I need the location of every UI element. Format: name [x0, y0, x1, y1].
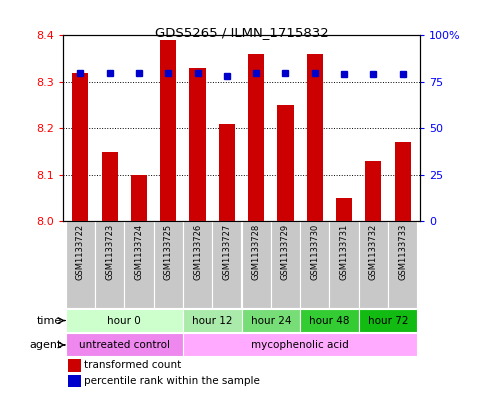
Bar: [68, 359, 81, 371]
Bar: [183, 334, 417, 356]
Bar: [183, 309, 242, 332]
Bar: [66, 309, 183, 332]
Text: GSM1133727: GSM1133727: [222, 224, 231, 280]
Text: GDS5265 / ILMN_1715832: GDS5265 / ILMN_1715832: [155, 26, 328, 39]
Text: GSM1133722: GSM1133722: [76, 224, 85, 280]
Bar: [277, 105, 294, 221]
Bar: [271, 221, 300, 309]
Text: transformed count: transformed count: [84, 360, 182, 371]
Text: mycophenolic acid: mycophenolic acid: [251, 340, 349, 350]
Bar: [307, 54, 323, 221]
Bar: [359, 309, 417, 332]
Text: GSM1133723: GSM1133723: [105, 224, 114, 280]
Bar: [160, 40, 176, 221]
Bar: [189, 68, 206, 221]
Bar: [388, 221, 417, 309]
Text: GSM1133729: GSM1133729: [281, 224, 290, 280]
Text: time: time: [37, 316, 62, 325]
Bar: [66, 221, 95, 309]
Bar: [154, 221, 183, 309]
Bar: [242, 309, 300, 332]
Text: GSM1133726: GSM1133726: [193, 224, 202, 280]
Text: GSM1133730: GSM1133730: [310, 224, 319, 280]
Bar: [359, 221, 388, 309]
Bar: [248, 54, 264, 221]
Text: GSM1133724: GSM1133724: [134, 224, 143, 280]
Text: GSM1133731: GSM1133731: [340, 224, 349, 280]
Bar: [72, 73, 88, 221]
Bar: [212, 221, 242, 309]
Text: GSM1133733: GSM1133733: [398, 224, 407, 280]
Text: hour 48: hour 48: [309, 316, 350, 325]
Bar: [300, 309, 359, 332]
Text: percentile rank within the sample: percentile rank within the sample: [84, 376, 260, 386]
Bar: [66, 334, 183, 356]
Bar: [95, 221, 124, 309]
Bar: [183, 221, 212, 309]
Text: agent: agent: [30, 340, 62, 350]
Text: GSM1133728: GSM1133728: [252, 224, 261, 280]
Bar: [336, 198, 352, 221]
Text: hour 12: hour 12: [192, 316, 232, 325]
Text: GSM1133732: GSM1133732: [369, 224, 378, 280]
Bar: [124, 221, 154, 309]
Bar: [131, 175, 147, 221]
Text: hour 72: hour 72: [368, 316, 408, 325]
Text: hour 0: hour 0: [107, 316, 141, 325]
Bar: [101, 152, 118, 221]
Text: hour 24: hour 24: [251, 316, 291, 325]
Bar: [300, 221, 329, 309]
Bar: [68, 375, 81, 387]
Bar: [329, 221, 359, 309]
Text: untreated control: untreated control: [79, 340, 170, 350]
Bar: [365, 161, 382, 221]
Bar: [395, 142, 411, 221]
Bar: [219, 124, 235, 221]
Text: GSM1133725: GSM1133725: [164, 224, 173, 280]
Bar: [242, 221, 271, 309]
